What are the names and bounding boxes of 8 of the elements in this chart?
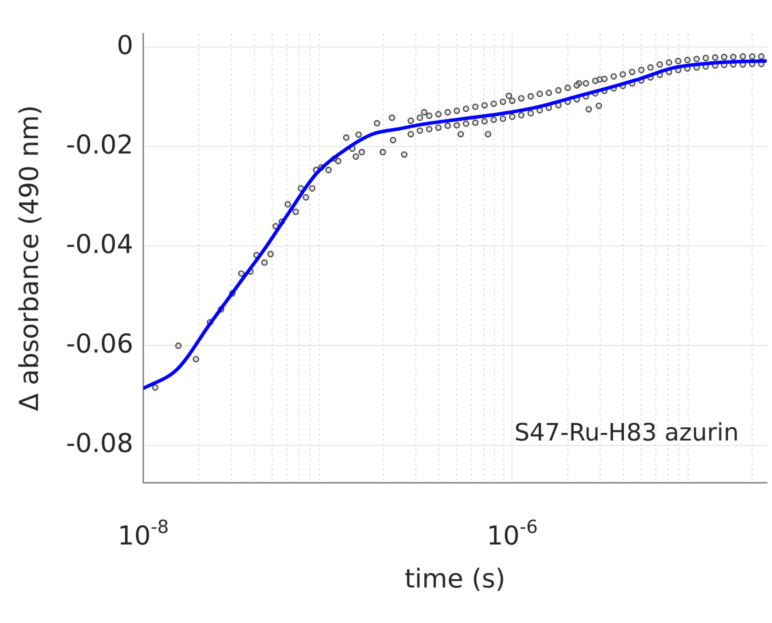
y-tick-label: -0.06 <box>66 329 134 360</box>
y-axis-title: Δ absorbance (490 nm) <box>15 105 45 412</box>
y-tick-label: -0.02 <box>66 130 134 160</box>
y-tick-label: -0.04 <box>66 230 134 260</box>
y-tick-label: -0.08 <box>66 429 134 460</box>
annotation: S47-Ru-H83 azurin <box>514 418 739 447</box>
x-axis-title: time (s) <box>404 564 506 595</box>
y-tick-label: 0 <box>116 30 134 61</box>
